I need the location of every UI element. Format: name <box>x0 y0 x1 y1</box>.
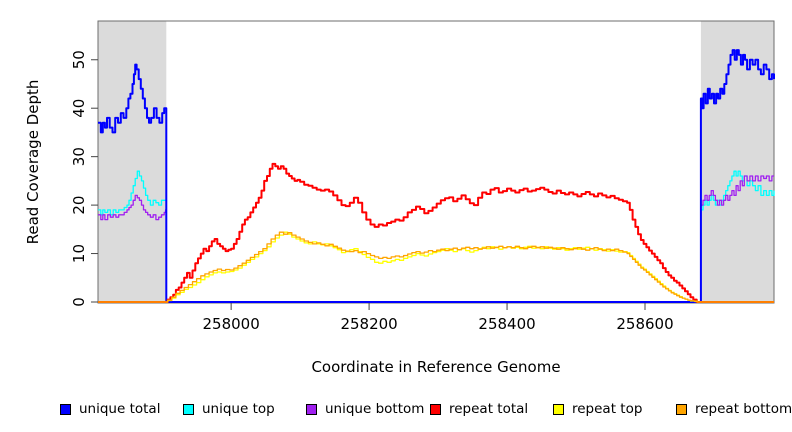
legend-item-repeat-bottom: repeat bottom <box>676 401 792 417</box>
y-tick-label: 0 <box>70 297 88 307</box>
x-tick-label: 258600 <box>616 315 673 333</box>
y-tick-label: 40 <box>70 99 88 118</box>
legend-swatch-unique-total <box>60 403 71 415</box>
legend-label: repeat top <box>572 401 643 417</box>
series-unique-bottom <box>98 175 774 303</box>
legend-swatch-unique-top <box>183 403 194 415</box>
series-unique-total <box>98 49 775 303</box>
legend-label: repeat bottom <box>695 401 792 417</box>
y-tick-label: 30 <box>70 147 88 166</box>
series-repeat-top <box>98 231 774 303</box>
series-repeat-bottom <box>98 231 774 303</box>
legend-item-repeat-top: repeat top <box>553 401 643 417</box>
legend-item-repeat-total: repeat total <box>430 401 529 417</box>
legend-label: unique bottom <box>325 401 425 417</box>
legend-item-unique-total: unique total <box>60 401 161 417</box>
legend-swatch-repeat-top <box>553 403 564 415</box>
x-tick-label: 258200 <box>340 315 397 333</box>
series-repeat-total <box>98 162 774 303</box>
shaded-region-right <box>700 21 774 303</box>
legend-label: unique total <box>79 401 161 417</box>
y-tick-label: 10 <box>70 244 88 263</box>
legend-swatch-repeat-bottom <box>676 403 687 415</box>
x-axis-title: Coordinate in Reference Genome <box>311 358 561 376</box>
shaded-region-left <box>98 21 167 303</box>
y-tick-label: 50 <box>70 50 88 69</box>
series-unique-top <box>98 170 775 303</box>
legend-label: unique top <box>202 401 275 417</box>
legend-label: repeat total <box>449 401 529 417</box>
y-axis-title: Read Coverage Depth <box>24 79 42 245</box>
legend-item-unique-top: unique top <box>183 401 275 417</box>
legend-item-unique-bottom: unique bottom <box>306 401 425 417</box>
legend-swatch-repeat-total <box>430 403 441 415</box>
x-tick-label: 258000 <box>202 315 259 333</box>
legend-swatch-unique-bottom <box>306 403 317 415</box>
plot-frame <box>97 20 775 304</box>
x-tick-label: 258400 <box>478 315 535 333</box>
y-tick-label: 20 <box>70 196 88 215</box>
